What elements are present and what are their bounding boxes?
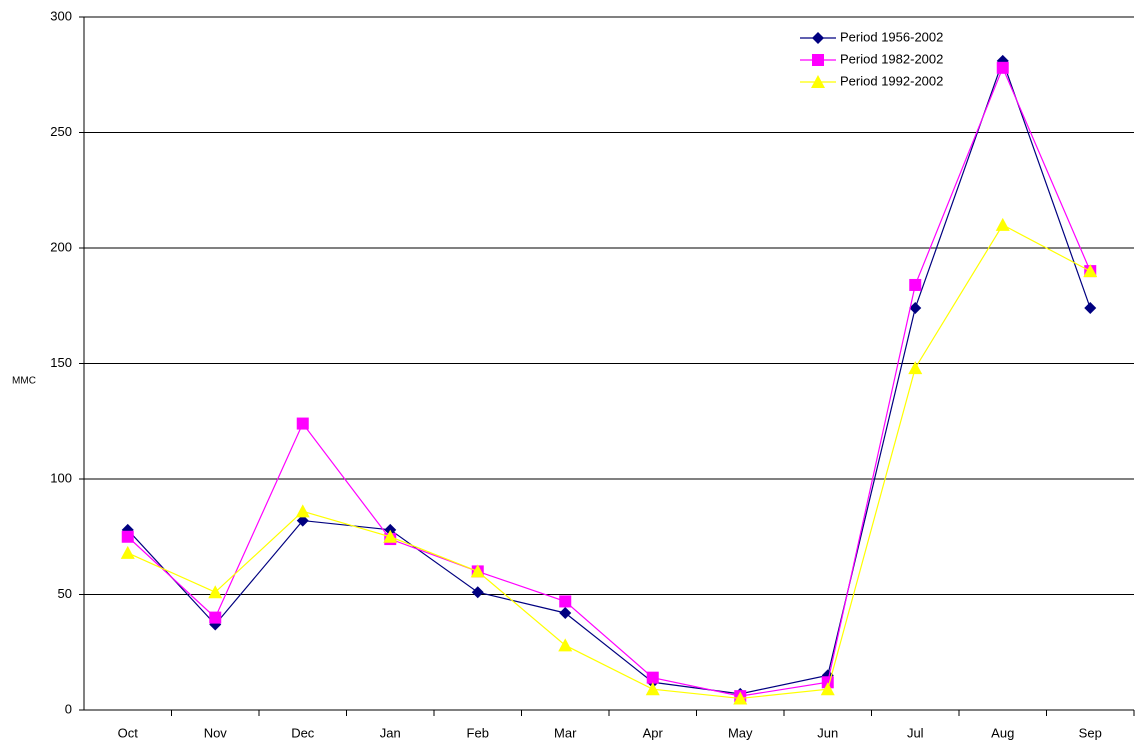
marker: [209, 611, 222, 624]
marker: [120, 545, 135, 559]
series-line: [127, 66, 1091, 697]
x-tick-label: Oct: [118, 725, 139, 740]
series-line: [127, 224, 1091, 700]
marker: [559, 606, 572, 619]
marker: [996, 61, 1009, 74]
marker: [383, 529, 398, 543]
marker: [559, 595, 572, 608]
marker: [733, 691, 748, 705]
x-tick-label: Jun: [817, 725, 838, 740]
y-tick-label: 300: [50, 8, 72, 23]
x-tick-label: Mar: [554, 725, 577, 740]
marker: [646, 671, 659, 684]
x-tick-label: Jan: [380, 725, 401, 740]
y-axis-label: MMC: [12, 376, 36, 387]
legend-label: Period 1992-2002: [840, 73, 943, 88]
marker: [208, 585, 223, 599]
legend-marker: [812, 32, 824, 44]
marker: [995, 217, 1010, 231]
marker: [295, 504, 310, 518]
marker: [558, 638, 573, 652]
x-tick-label: Apr: [643, 725, 664, 740]
y-tick-label: 50: [58, 586, 72, 601]
marker: [645, 682, 660, 696]
marker: [909, 278, 922, 291]
x-tick-label: May: [728, 725, 753, 740]
marker: [121, 530, 134, 543]
y-tick-label: 200: [50, 239, 72, 254]
y-tick-label: 150: [50, 355, 72, 370]
marker: [296, 514, 309, 527]
x-tick-label: Aug: [991, 725, 1014, 740]
marker: [471, 586, 484, 599]
marker: [909, 302, 922, 315]
x-tick-label: Jul: [907, 725, 924, 740]
x-tick-label: Sep: [1079, 725, 1102, 740]
y-tick-label: 100: [50, 470, 72, 485]
marker: [908, 361, 923, 375]
marker: [1083, 264, 1098, 278]
marker: [470, 564, 485, 578]
y-tick-label: 250: [50, 124, 72, 139]
marker: [1084, 302, 1097, 315]
legend-label: Period 1956-2002: [840, 29, 943, 44]
x-tick-label: Feb: [467, 725, 489, 740]
legend-label: Period 1982-2002: [840, 51, 943, 66]
marker: [820, 682, 835, 696]
series-line: [127, 59, 1091, 695]
y-tick-label: 0: [65, 701, 72, 716]
x-tick-label: Nov: [204, 725, 228, 740]
x-tick-label: Dec: [291, 725, 315, 740]
marker: [296, 417, 309, 430]
legend-marker: [812, 54, 824, 66]
legend-marker: [811, 75, 825, 88]
